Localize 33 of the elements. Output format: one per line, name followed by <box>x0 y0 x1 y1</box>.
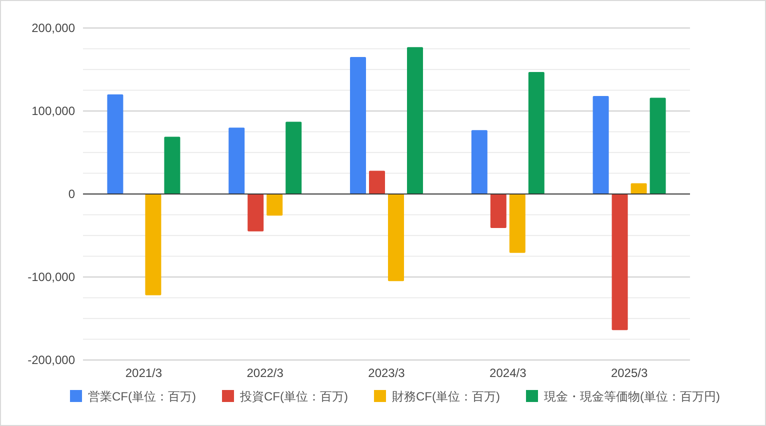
bar <box>388 194 404 282</box>
bar <box>228 128 245 194</box>
y-tick-label: -200,000 <box>28 353 76 367</box>
bar <box>490 194 506 228</box>
legend-label: 投資CF(単位：百万) <box>239 390 348 404</box>
bar <box>164 136 180 194</box>
bar <box>407 47 423 194</box>
bar <box>630 183 647 194</box>
bar <box>592 96 609 194</box>
x-tick-label: 2024/3 <box>490 366 527 380</box>
y-tick-label: 100,000 <box>32 104 76 118</box>
x-tick-label: 2022/3 <box>246 366 284 380</box>
bar <box>528 72 544 194</box>
bar <box>266 194 283 216</box>
bar <box>286 122 302 194</box>
bar <box>612 194 628 330</box>
legend-label: 現金・現金等価物(単位：百万円) <box>544 390 720 404</box>
y-tick-label: -100,000 <box>28 270 76 284</box>
x-tick-label: 2025/3 <box>610 366 648 380</box>
legend-label: 営業CF(単位：百万) <box>88 390 196 404</box>
bar <box>509 194 526 253</box>
legend-label: 財務CF(単位：百万) <box>392 390 500 404</box>
bar <box>369 170 385 194</box>
bar <box>248 194 264 232</box>
bar <box>145 194 162 296</box>
x-tick-label: 2023/3 <box>368 366 406 380</box>
bar <box>471 130 488 194</box>
bar <box>107 94 124 194</box>
bar <box>350 57 366 194</box>
y-tick-label: 0 <box>68 187 76 201</box>
y-tick-label: 200,000 <box>32 21 76 35</box>
x-tick-label: 2021/3 <box>125 366 162 380</box>
bar <box>650 98 666 194</box>
